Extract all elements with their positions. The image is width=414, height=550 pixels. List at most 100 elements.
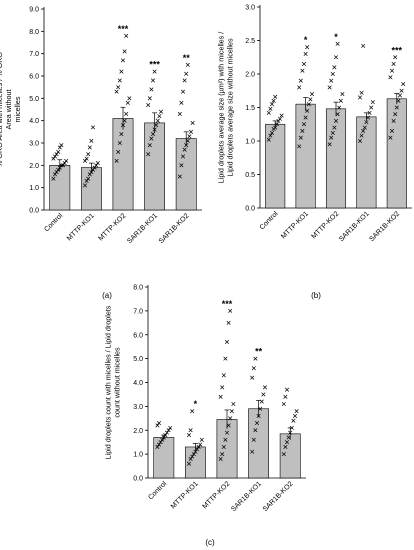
data-point [397, 93, 403, 98]
data-point-stroke [90, 167, 96, 172]
y-tick-label: 1.0 [245, 139, 255, 146]
data-point-stroke [182, 78, 187, 83]
data-point [261, 392, 266, 397]
data-point [303, 51, 308, 56]
data-point-stroke [156, 442, 162, 447]
data-point-stroke [190, 409, 195, 414]
data-point-stroke [309, 92, 315, 97]
data-point-stroke [164, 430, 170, 435]
data-point [269, 130, 275, 136]
data-point-stroke [254, 421, 260, 426]
data-point [188, 456, 193, 461]
data-point-stroke [253, 356, 258, 361]
data-point [357, 95, 363, 100]
data-point [117, 78, 122, 83]
data-point [303, 115, 308, 120]
data-point-stroke [401, 82, 406, 87]
data-point [305, 45, 310, 50]
data-point [152, 127, 157, 132]
data-point-stroke [119, 132, 124, 137]
data-point-stroke [156, 421, 162, 426]
data-point [193, 449, 198, 454]
data-point-stroke [329, 135, 334, 140]
data-point-stroke [338, 98, 343, 103]
data-point [250, 375, 255, 380]
y-tick-label: 3.0 [245, 5, 255, 12]
data-point-stroke [160, 437, 165, 442]
data-point [268, 106, 273, 111]
data-point [62, 161, 67, 166]
data-point-stroke [300, 128, 305, 133]
significance-marker: ** [255, 347, 263, 357]
data-point [59, 163, 64, 168]
data-point-stroke [261, 392, 266, 397]
data-point-stroke [125, 100, 130, 105]
data-point [188, 428, 193, 433]
data-point [283, 394, 288, 399]
data-point [185, 138, 190, 143]
data-point-stroke [196, 444, 201, 450]
data-point-stroke [117, 140, 122, 146]
data-point-stroke [190, 120, 195, 125]
data-point [117, 140, 122, 146]
data-point-stroke [327, 85, 332, 90]
data-point-stroke [94, 163, 99, 168]
data-point-stroke [127, 96, 132, 101]
data-point [309, 92, 315, 97]
data-point-stroke [152, 127, 157, 132]
data-point-stroke [87, 172, 92, 177]
data-point-stroke [332, 65, 337, 70]
y-axis-title-line: Lipid droplets count with micelles / Lip… [104, 305, 113, 459]
data-point-stroke [92, 165, 97, 170]
y-tick-label: 8.0 [133, 285, 143, 292]
data-point [389, 128, 395, 133]
data-point [179, 100, 184, 105]
data-point [185, 62, 190, 67]
data-point [56, 167, 61, 172]
data-point [161, 435, 166, 440]
data-point [124, 111, 129, 117]
data-point [228, 416, 233, 421]
data-point [305, 108, 310, 113]
data-point-stroke [51, 176, 56, 181]
data-point-stroke [155, 444, 160, 450]
data-point-stroke [389, 68, 395, 73]
data-point-stroke [179, 100, 184, 105]
data-point-stroke [388, 75, 393, 80]
data-point-stroke [250, 375, 255, 380]
data-point-stroke [391, 118, 396, 123]
data-point-stroke [84, 178, 89, 184]
data-point-stroke [298, 135, 303, 140]
data-point-stroke [185, 62, 190, 67]
data-point-stroke [150, 132, 156, 137]
y-axis-title: % ORO Area with micelles / % OROArea wit… [0, 52, 22, 167]
y-axis-title-line: % ORO Area with micelles / % ORO [0, 52, 4, 167]
data-point [291, 418, 296, 423]
data-point [220, 452, 225, 457]
y-tick-label: 5.0 [133, 356, 143, 363]
data-point [357, 138, 363, 144]
data-point [119, 132, 124, 137]
bar-sar1b-ko1 [356, 116, 377, 209]
data-point [250, 449, 255, 454]
data-point [116, 85, 121, 90]
y-tick-label: 3.0 [29, 141, 39, 148]
data-point-stroke [218, 456, 223, 461]
data-point [253, 356, 258, 361]
data-point-stroke [262, 385, 268, 390]
data-point [94, 163, 99, 168]
data-point [254, 421, 260, 426]
data-point-stroke [297, 85, 302, 90]
data-point-stroke [60, 163, 66, 168]
significance-marker: *** [222, 299, 233, 309]
data-point [333, 118, 339, 123]
data-point [269, 102, 275, 107]
data-point [180, 89, 186, 94]
data-point [119, 69, 124, 74]
data-point-stroke [166, 428, 171, 433]
data-point [273, 125, 278, 130]
y-axis-title-line: Lipid droplets average size without mice… [226, 38, 235, 177]
data-point-stroke [190, 454, 195, 459]
data-point [154, 123, 159, 128]
data-point [196, 444, 201, 450]
